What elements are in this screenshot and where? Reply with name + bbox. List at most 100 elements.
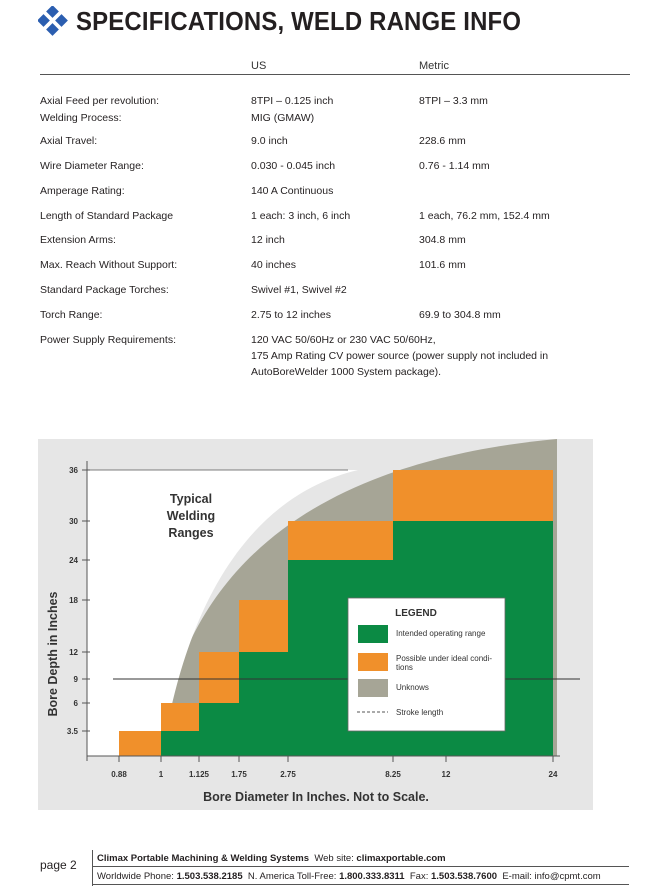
worldwide-phone-label: Worldwide Phone: [97, 871, 174, 882]
spec-row: Torch Range: 2.75 to 12 inches 69.9 to 304… [40, 308, 630, 323]
spec-value-metric: 0.76 - 1.14 mm [419, 160, 490, 172]
legend-swatch [358, 653, 388, 671]
spec-value-us: 8TPI – 0.125 inch [251, 95, 334, 107]
spec-value-metric: 1 each, 76.2 mm, 152.4 mm [419, 210, 550, 222]
legend-label: Unknows [396, 683, 429, 692]
spec-value-us: 120 VAC 50/60Hz or 230 VAC 50/60Hz, [251, 334, 436, 346]
spec-label: Max. Reach Without Support: [40, 259, 178, 271]
spec-row: Standard Package Torches: Swivel #1, Swiv… [40, 283, 630, 298]
intended-range-bar [239, 652, 288, 756]
spec-label: Standard Package Torches: [40, 284, 169, 296]
y-tick-label: 6 [74, 699, 79, 708]
legend-label: Stroke length [396, 708, 443, 717]
x-tick-label: 1.75 [231, 770, 247, 779]
intended-range-bar [199, 703, 239, 756]
legend-label: Possible under ideal condi- [396, 654, 492, 663]
spec-row: Axial Travel: 9.0 inch 228.6 mm [40, 134, 630, 149]
company-name: Climax Portable Machining & Welding Syst… [97, 853, 310, 864]
legend-title: LEGEND [395, 608, 437, 619]
page-footer: page 2 Climax Portable Machining & Weldi… [0, 846, 671, 893]
spec-row: Max. Reach Without Support: 40 inches 101.… [40, 258, 630, 273]
spec-value-us: 40 inches [251, 259, 296, 271]
spec-value-us-continuation: 175 Amp Rating CV power source (power su… [251, 350, 549, 362]
spec-row: Extension Arms: 12 inch 304.8 mm [40, 233, 630, 248]
intended-range-bar [161, 731, 199, 756]
y-tick-label: 12 [69, 648, 78, 657]
legend-swatch [358, 679, 388, 697]
email-label: E-mail: [502, 871, 532, 882]
footer-contact-line: Worldwide Phone: 1.503.538.2185 N. Ameri… [97, 871, 601, 882]
y-tick-label: 30 [69, 517, 78, 526]
weld-range-chart-svg: 3.5 6 9 12 18 24 30 36 0.88 1 1.125 1.75 2.75 8.25 12 2… [46, 439, 580, 804]
chart-title-line-1: Typical [170, 492, 212, 506]
spec-value-us: 0.030 - 0.045 inch [251, 160, 336, 172]
spec-label: Amperage Rating: [40, 185, 125, 197]
legend-label: Intended operating range [396, 629, 486, 638]
header-rule [40, 74, 630, 75]
fax-number: 1.503.538.7600 [430, 871, 498, 882]
chart-title-line-2: Welding [167, 509, 215, 523]
x-tick-label: 12 [442, 770, 451, 779]
spec-label: Length of Standard Package [40, 210, 174, 222]
chart-plot-background [87, 470, 358, 756]
spec-row: Wire Diameter Range: 0.030 - 0.045 inch 0.… [40, 159, 630, 174]
possible-range-bar [119, 731, 161, 756]
spec-label: Wire Diameter Range: [40, 160, 144, 172]
spec-table-header: US Metric [40, 58, 630, 74]
spec-value-us-continuation: AutoBoreWelder 1000 System package). [251, 366, 442, 378]
spec-value-metric: 101.6 mm [419, 259, 466, 271]
spec-value-us: 1 each: 3 inch, 6 inch [251, 210, 351, 222]
na-phone-label: N. America Toll-Free: [247, 871, 337, 882]
spec-label: Torch Range: [40, 309, 103, 321]
email-link[interactable]: info@cpmt.com [534, 871, 601, 882]
na-phone: 1.800.333.8311 [339, 871, 405, 882]
spec-value-us: 9.0 inch [251, 135, 288, 147]
chart-y-axis-label: Bore Depth in Inches [46, 591, 60, 716]
spec-value-metric: 8TPI – 3.3 mm [419, 95, 488, 107]
spec-table: US Metric Axial Feed per revolution: 8TPI… [40, 58, 630, 378]
spec-row: Axial Feed per revolution: 8TPI – 0.125 i… [40, 94, 630, 109]
spec-value-metric: 304.8 mm [419, 234, 466, 246]
col-header-metric: Metric [419, 60, 449, 72]
chart-title-line-3: Ranges [168, 526, 213, 540]
website-label: Web site: [314, 853, 354, 864]
page-title: SPECIFICATIONS, WELD RANGE INFO [76, 5, 522, 36]
spec-row: Welding Process: MIG (GMAW) [40, 111, 630, 126]
x-tick-label: 8.25 [385, 770, 401, 779]
page-number: page 2 [40, 858, 77, 872]
footer-divider [92, 850, 93, 886]
footer-rule-top [92, 866, 629, 867]
page-header: SPECIFICATIONS, WELD RANGE INFO [38, 4, 560, 38]
spec-row: Power Supply Requirements: 120 VAC 50/60H… [40, 333, 630, 348]
x-tick-label: 1 [159, 770, 164, 779]
worldwide-phone: 1.503.538.2185 [176, 871, 243, 882]
footer-rule-bottom [92, 884, 629, 885]
spec-value-us: 140 A Continuous [251, 185, 334, 197]
weld-range-chart: 3.5 6 9 12 18 24 30 36 0.88 1 1.125 1.75 2.75 8.25 12 2… [38, 439, 593, 810]
spec-label: Extension Arms: [40, 234, 116, 246]
spec-label: Welding Process: [40, 112, 122, 124]
footer-company-line: Climax Portable Machining & Welding Syst… [97, 853, 446, 864]
y-tick-label: 24 [69, 556, 78, 565]
website-link[interactable]: climaxportable.com [356, 853, 446, 864]
legend-label-continuation: tions [396, 663, 413, 672]
col-header-us: US [251, 60, 267, 72]
fax-label: Fax: [409, 871, 429, 882]
x-tick-label: 2.75 [280, 770, 296, 779]
x-tick-label: 1.125 [189, 770, 210, 779]
y-tick-label: 3.5 [67, 727, 79, 736]
climax-diamond-logo-icon [38, 6, 68, 36]
spec-value-us: 2.75 to 12 inches [251, 309, 331, 321]
spec-value-metric: 69.9 to 304.8 mm [419, 309, 501, 321]
spec-row: Amperage Rating: 140 A Continuous [40, 184, 630, 199]
spec-value-us: MIG (GMAW) [251, 112, 315, 124]
spec-row: Length of Standard Package 1 each: 3 inch… [40, 209, 630, 224]
spec-value-us: 12 inch [251, 234, 285, 246]
legend-swatch [358, 625, 388, 643]
spec-value-metric: 228.6 mm [419, 135, 466, 147]
spec-label: Axial Travel: [40, 135, 98, 147]
spec-value-us: Swivel #1, Swivel #2 [251, 284, 347, 296]
spec-label: Axial Feed per revolution: [40, 95, 160, 107]
x-tick-label: 0.88 [111, 770, 127, 779]
x-tick-label: 24 [549, 770, 558, 779]
